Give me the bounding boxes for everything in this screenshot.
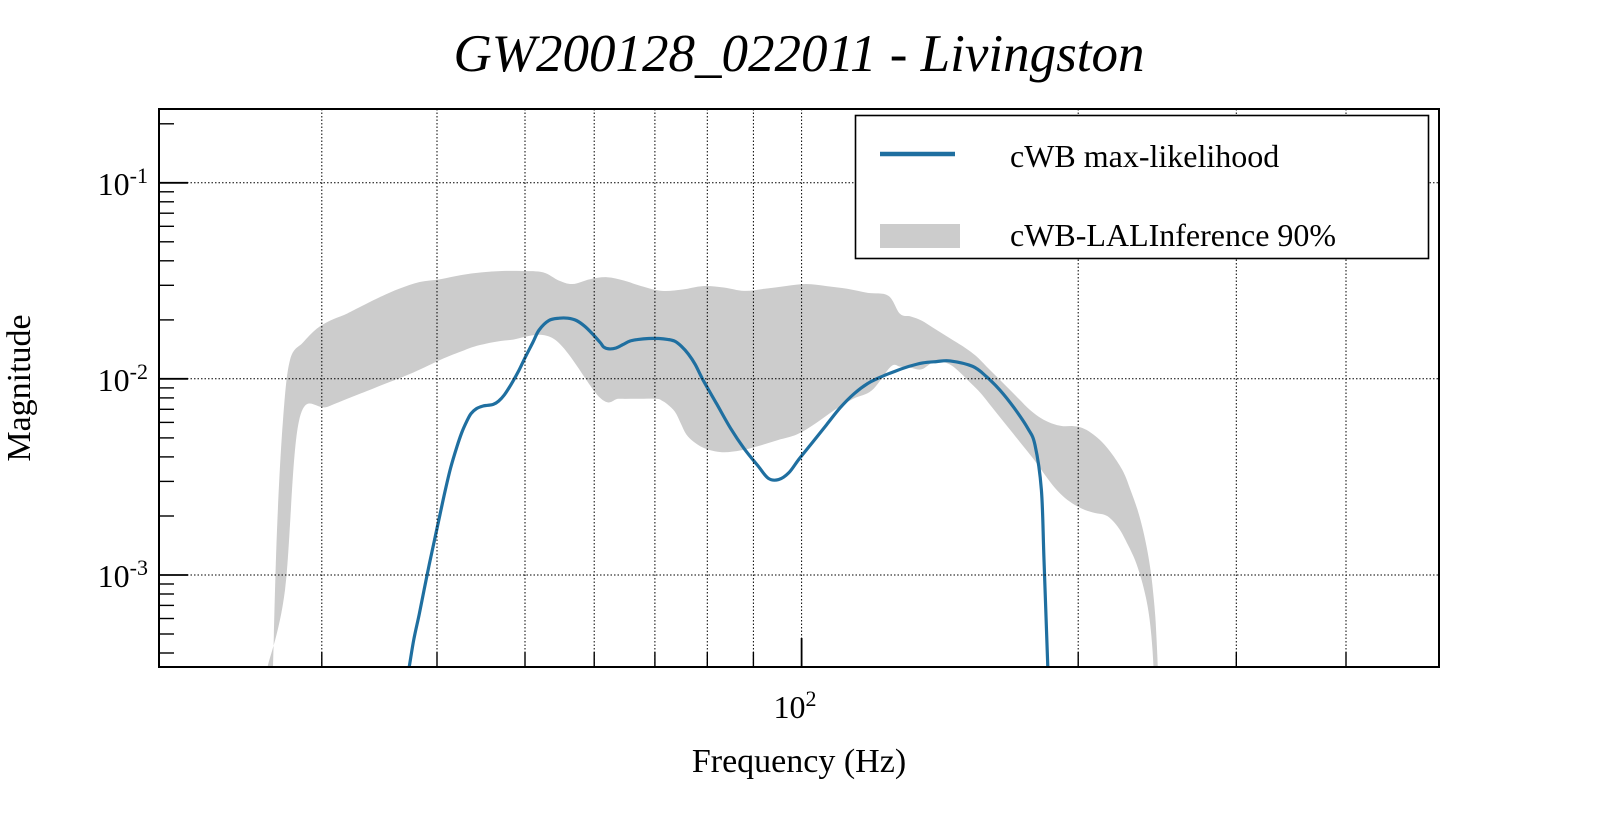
svg-text:Magnitude: Magnitude [1, 314, 38, 461]
svg-text:cWB-LALInference 90%: cWB-LALInference 90% [1010, 217, 1336, 253]
svg-text:Frequency (Hz): Frequency (Hz) [692, 743, 906, 780]
svg-text:GW200128_022011 - Livingston: GW200128_022011 - Livingston [454, 25, 1145, 83]
svg-text:cWB max-likelihood: cWB max-likelihood [1010, 138, 1279, 174]
